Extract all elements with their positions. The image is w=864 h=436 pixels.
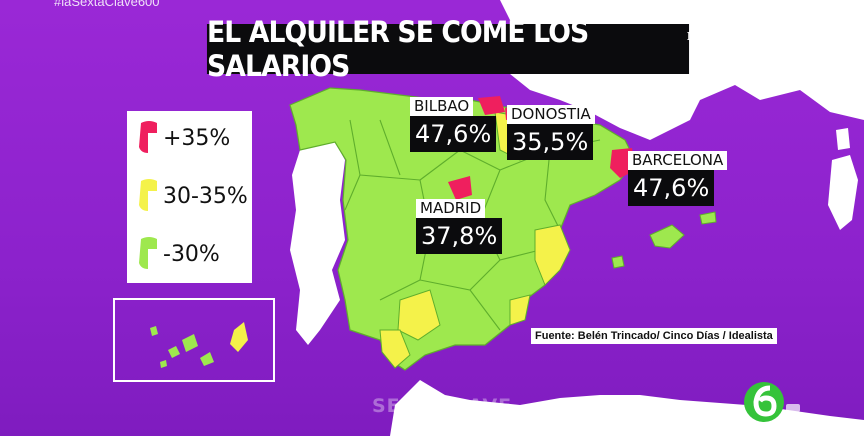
show-watermark-left: SEXTA xyxy=(372,395,445,417)
legend-item-low: -30% xyxy=(137,235,220,273)
program-overlay: EL OBJETIVO CAROLINA DARIAS MINISTRA DE … xyxy=(687,4,838,67)
corsica-shape xyxy=(836,128,850,150)
city-name: BILBAO xyxy=(410,97,474,116)
city-name: BARCELONA xyxy=(628,151,728,170)
city-value: 47,6% xyxy=(410,116,497,152)
broadcast-time: 22:30 xyxy=(783,45,838,67)
balearic-islands xyxy=(611,211,717,269)
portugal-shape xyxy=(290,142,345,345)
guest-role: MINISTRA DE SANIDAD xyxy=(686,30,838,43)
city-callout-madrid: MADRID 37,8% xyxy=(416,198,503,254)
legend-item-mid: 30-35% xyxy=(137,177,248,215)
program-name: EL OBJETIVO xyxy=(728,4,838,19)
legend-label: 30-35% xyxy=(163,183,248,209)
legend-label: -30% xyxy=(163,241,220,267)
yellow-southeast xyxy=(509,294,531,326)
source-caption: Fuente: Belén Trincado/ Cinco Días / Ide… xyxy=(531,328,777,344)
legend-swatch-yellow xyxy=(139,179,157,211)
legend-label: +35% xyxy=(163,125,231,151)
city-name: MADRID xyxy=(416,199,486,218)
red-bizkaia xyxy=(478,96,505,115)
red-madrid xyxy=(448,176,472,200)
canary-islands-inset xyxy=(113,298,275,382)
yellow-cadiz xyxy=(379,329,411,369)
canary-islands xyxy=(150,322,248,368)
city-value: 47,6% xyxy=(628,170,715,206)
yellow-valencia xyxy=(534,224,571,286)
city-value: 35,5% xyxy=(507,124,594,160)
page-title: EL ALQUILER SE COME LOS SALARIOS xyxy=(206,15,690,83)
legend-swatch-red xyxy=(139,121,157,153)
legend-swatch-green xyxy=(139,237,157,269)
hashtag: #laSextaClave600 xyxy=(54,0,160,9)
show-watermark-right: CLAVE xyxy=(440,395,513,417)
city-callout-donostia: DONOSTIA 35,5% xyxy=(507,104,595,160)
channel-logo-icon xyxy=(744,382,800,422)
sardinia-shape xyxy=(828,155,858,230)
africa-shape xyxy=(390,380,864,436)
city-callout-barcelona: BARCELONA 47,6% xyxy=(628,150,728,206)
city-callout-bilbao: BILBAO 47,6% xyxy=(410,96,497,152)
yellow-malaga xyxy=(397,289,441,341)
city-value: 37,8% xyxy=(416,218,503,254)
legend: +35% 30-35% -30% xyxy=(127,111,252,283)
guest-name: CAROLINA DARIAS xyxy=(717,18,838,31)
city-name: DONOSTIA xyxy=(507,105,595,124)
legend-item-high: +35% xyxy=(137,119,230,157)
